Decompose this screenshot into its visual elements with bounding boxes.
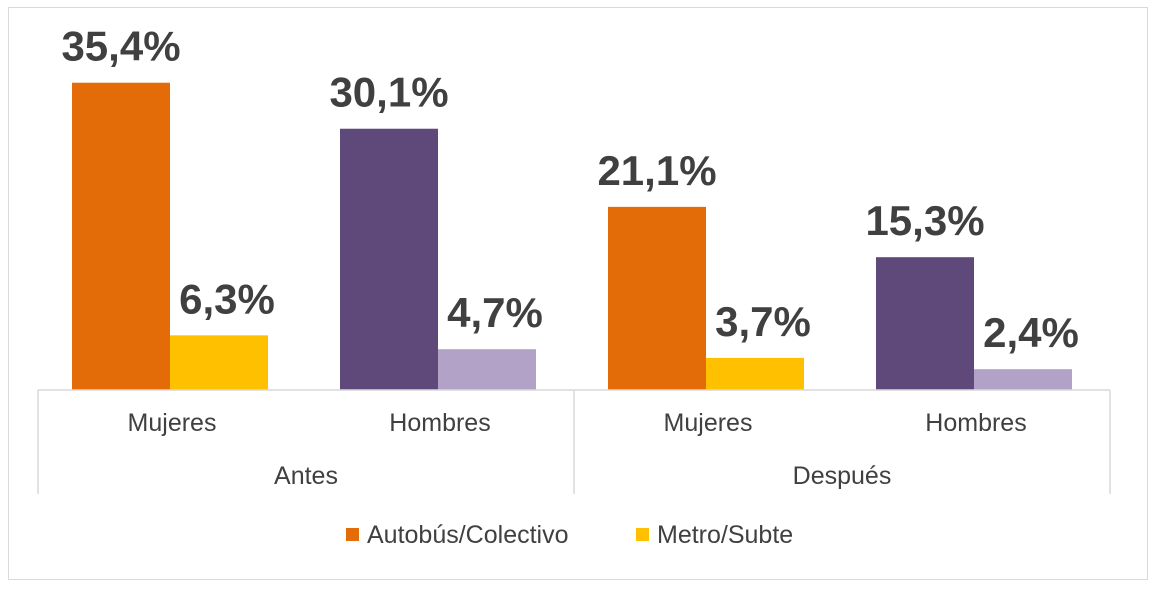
value-label: 3,7%: [715, 298, 811, 345]
category-tick-label: Hombres: [389, 409, 490, 437]
bar-metro-3: [974, 369, 1072, 390]
legend: Autobús/Colectivo Metro/Subte: [346, 521, 793, 549]
value-label: 4,7%: [447, 289, 543, 336]
value-label: 35,4%: [61, 23, 180, 70]
value-labels-layer: 35,4% 30,1% 21,1% 15,3% 6,3% 4,7% 3,7% 2,4%: [61, 23, 1078, 356]
bar-metro-2: [706, 357, 804, 390]
value-label: 15,3%: [865, 197, 984, 244]
value-label: 2,4%: [983, 309, 1079, 356]
bar-autobus-3: [876, 257, 974, 390]
value-label: 6,3%: [179, 275, 275, 322]
value-label: 21,1%: [597, 147, 716, 194]
bar-metro-0: [170, 335, 268, 390]
category-tick-label: Hombres: [925, 409, 1026, 437]
category-axis: Mujeres Hombres Mujeres Hombres Antes Después: [37, 389, 1111, 494]
bar-autobus-1: [340, 128, 438, 390]
group-label: Después: [793, 462, 892, 490]
category-tick-label: Mujeres: [664, 409, 753, 437]
group-label: Antes: [274, 462, 338, 490]
bar-autobus-0: [72, 82, 170, 390]
value-label: 30,1%: [329, 69, 448, 116]
legend-swatch: [636, 528, 649, 541]
bars-layer: [72, 82, 1072, 390]
legend-label: Metro/Subte: [657, 521, 793, 549]
category-tick-label: Mujeres: [128, 409, 217, 437]
bar-metro-1: [438, 349, 536, 390]
legend-label: Autobús/Colectivo: [367, 521, 569, 549]
bar-autobus-2: [608, 206, 706, 390]
legend-swatch: [346, 528, 359, 541]
